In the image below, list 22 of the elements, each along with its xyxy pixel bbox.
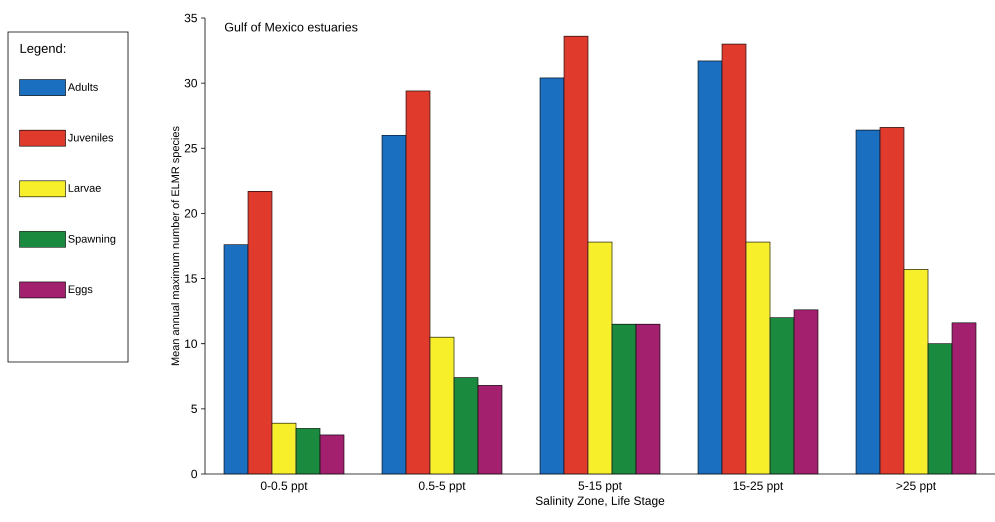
y-tick-label: 30 <box>184 78 198 88</box>
y-tick-label: 25 <box>184 144 197 152</box>
y-tick-label: 0 <box>191 470 198 478</box>
legend-label: Eggs <box>68 285 92 296</box>
y-tick-label: 10 <box>185 339 198 348</box>
y-axis-title: Mean annual maximum number of ELMR species <box>171 126 182 366</box>
x-tick-label: 5-15 ppt <box>578 482 622 492</box>
x-tick-label: 0-0.5 ppt <box>260 482 308 492</box>
x-tick-label: 0.5-5 ppt <box>418 482 466 492</box>
y-tick-label: 15 <box>185 274 197 283</box>
legend-label: Spawning <box>68 234 116 245</box>
x-tick-label: 15-25 ppt <box>734 482 784 492</box>
x-tick-label: >25 ppt <box>896 482 936 492</box>
y-tick-label: 5 <box>191 404 197 414</box>
y-tick-label: 20 <box>184 209 198 218</box>
x-axis-title: Salinity Zone, Life Stage <box>536 496 664 508</box>
legend-label: Adults <box>68 82 98 91</box>
legend-label: Juveniles <box>68 133 114 142</box>
y-tick-label: 35 <box>184 14 197 22</box>
chart-title: Gulf of Mexico estuaries <box>224 22 358 32</box>
legend-title: Legend: <box>20 44 66 56</box>
legend-label: Larvae <box>68 184 101 192</box>
